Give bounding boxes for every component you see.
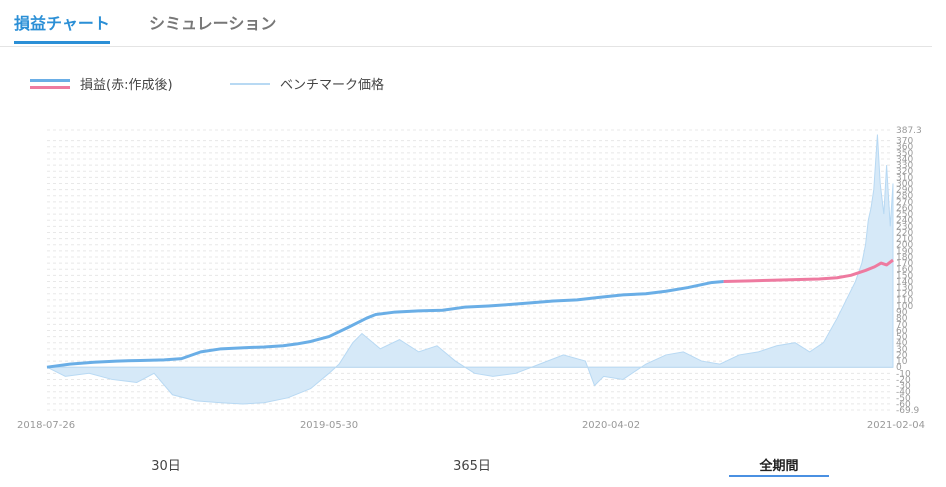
legend-item-pnl[interactable]: 損益(赤:作成後) [30, 74, 173, 93]
y-tick-label: 280 [896, 192, 913, 202]
y-tick-label: -60 [896, 400, 911, 410]
y-tick-label: 60 [896, 326, 908, 336]
y-tick-label: 320 [896, 167, 913, 177]
y-tick-label: 310 [896, 173, 913, 183]
legend-item-benchmark[interactable]: ベンチマーク価格 [230, 74, 384, 93]
y-tick-label: -40 [896, 388, 911, 398]
y-tick-label: 220 [896, 228, 913, 238]
y-tick-label: 140 [896, 277, 913, 287]
x-tick-label: 2018-07-26 [17, 420, 75, 431]
y-tick-label: 387.3 [896, 126, 922, 136]
pnl-chart: 387.337036035034033032031030029028027026… [17, 126, 925, 431]
y-tick-label: 30 [896, 345, 908, 355]
y-tick-label: 10 [896, 357, 908, 367]
x-tick-label: 2021-02-04 [867, 420, 925, 431]
y-tick-label: 340 [896, 155, 913, 165]
y-tick-label: 360 [896, 143, 913, 153]
legend-swatch-pnl [30, 78, 70, 89]
active-tab-indicator [14, 41, 110, 44]
y-tick-label: 240 [896, 216, 913, 226]
chart-legend: 損益(赤:作成後) ベンチマーク価格 [0, 74, 946, 98]
y-tick-label: -10 [896, 369, 911, 379]
y-tick-label: -30 [896, 382, 911, 392]
y-tick-label: 50 [896, 333, 908, 343]
y-tick-label: 290 [896, 186, 913, 196]
legend-label-pnl: 損益(赤:作成後) [80, 78, 173, 93]
tab-bar: 損益チャート シミュレーション [0, 0, 932, 47]
y-tick-label: 40 [896, 339, 908, 349]
y-tick-label: 210 [896, 235, 913, 245]
y-tick-label: 170 [896, 259, 913, 269]
tab-simulation[interactable]: シミュレーション [149, 14, 277, 33]
y-tick-label: -50 [896, 394, 911, 404]
legend-swatch-benchmark [230, 79, 270, 89]
y-tick-label: 190 [896, 247, 913, 257]
y-tick-label: 160 [896, 265, 913, 275]
y-tick-label: 370 [896, 137, 913, 147]
x-tick-label: 2020-04-02 [582, 420, 640, 431]
y-tick-label: 0 [896, 363, 902, 373]
y-tick-label: 110 [896, 296, 913, 306]
y-tick-label: 180 [896, 253, 913, 263]
y-tick-label: 100 [896, 302, 913, 312]
y-tick-label: 90 [896, 308, 908, 318]
y-tick-label: 250 [896, 210, 913, 220]
y-tick-label: 230 [896, 222, 913, 232]
y-tick-label: 150 [896, 271, 913, 281]
period-365d-button[interactable]: 365日 [453, 459, 491, 474]
y-tick-label: 120 [896, 290, 913, 300]
pnl-line-before [46, 279, 724, 369]
pnl-line-after [723, 258, 894, 283]
y-tick-label: 200 [896, 241, 913, 251]
y-tick-label: 80 [896, 314, 908, 324]
y-tick-label: 130 [896, 284, 913, 294]
tab-pnl-chart[interactable]: 損益チャート [14, 14, 110, 33]
period-all-button[interactable]: 全期間 [759, 459, 799, 474]
x-tick-label: 2019-05-30 [300, 420, 358, 431]
y-tick-label: 70 [896, 320, 908, 330]
y-tick-label: -69.9 [896, 406, 920, 416]
period-selector: 30日 365日 全期間 [0, 455, 946, 485]
active-period-indicator [729, 475, 829, 477]
period-30d-button[interactable]: 30日 [151, 459, 181, 474]
legend-label-benchmark: ベンチマーク価格 [280, 78, 385, 93]
y-tick-label: 300 [896, 179, 913, 189]
y-tick-label: 260 [896, 204, 913, 214]
benchmark-area [46, 134, 894, 405]
y-tick-label: 330 [896, 161, 913, 171]
y-tick-label: 270 [896, 198, 913, 208]
y-tick-label: -20 [896, 375, 911, 385]
y-tick-label: 350 [896, 149, 913, 159]
y-tick-label: 20 [896, 351, 908, 361]
